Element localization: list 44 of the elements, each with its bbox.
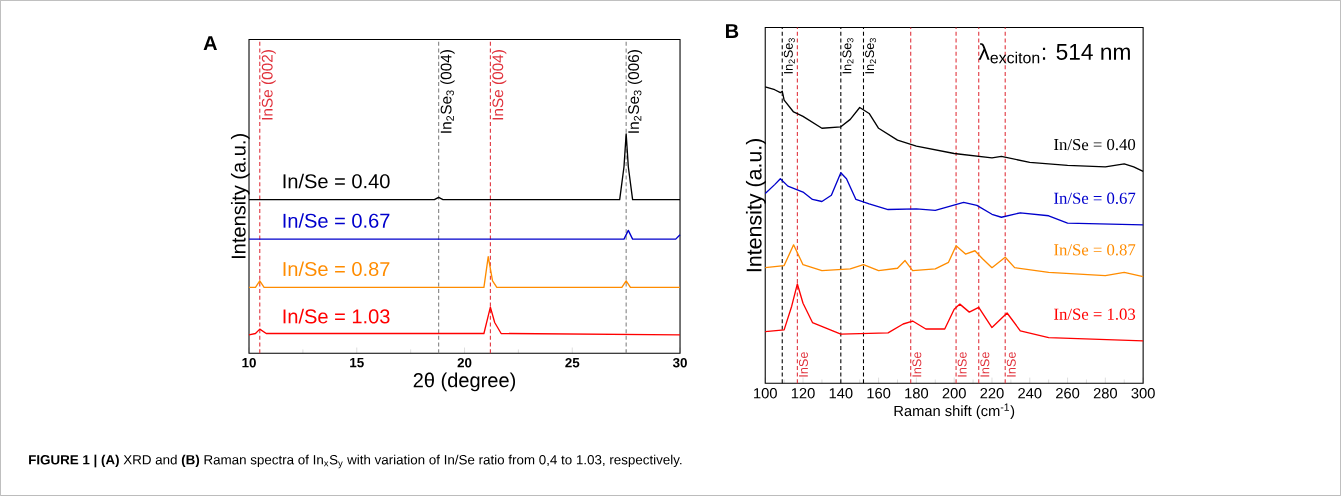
ref-line-label: In$_{2}$Se$_{3}$ — [783, 38, 795, 74]
x-axis-title: 2θ (degree) — [413, 372, 516, 392]
ref-line-label: InSe — [980, 352, 990, 377]
x-tick-label: 280 — [1093, 388, 1118, 399]
x-tick-label: 100 — [754, 388, 777, 399]
x-tick-label: 30 — [672, 357, 687, 368]
ref-line-label: InSe — [1006, 352, 1016, 377]
series-label: In/Se = 1.03 — [1054, 308, 1136, 320]
x-tick-label: 180 — [905, 388, 929, 399]
ref-line-label: In$_{2}$Se$_{3}$ (004) — [440, 50, 455, 133]
x-tick-label: 220 — [980, 388, 1004, 399]
x-tick-label: 260 — [1056, 388, 1080, 399]
x-tick-label: 25 — [565, 357, 580, 368]
text: FIGURE 1 | (A) XRD and (B) Raman spectra of In$_{x}$S$_{y}$ with variation of In/Se ratio from 0,4 to 1.03, respectively. — [29, 454, 682, 469]
ref-line-label: In$_{2}$Se$_{3}$ — [842, 38, 854, 74]
x-tick-label: 15 — [350, 357, 364, 368]
series-label: In/Se = 0.40 — [1054, 138, 1136, 151]
series-label: In/Se = 0.87 — [1054, 244, 1136, 256]
series-label: In/Se = 0.87 — [283, 261, 390, 277]
ref-line-label: InSe — [912, 352, 922, 377]
x-tick-label: 200 — [942, 388, 966, 399]
x-tick-label: 140 — [829, 388, 853, 399]
ref-line-label: InSe — [957, 352, 967, 377]
x-tick-label: 160 — [867, 388, 891, 399]
x-tick-label: 300 — [1131, 388, 1155, 399]
ref-line-label: InSe (004) — [491, 50, 507, 120]
x-tick-label: 20 — [457, 357, 472, 368]
series-label: In/Se = 0.67 — [1054, 192, 1136, 204]
ref-line-label: In$_{2}$Se$_{3}$ (006) — [627, 50, 643, 133]
x-tick-label: 10 — [242, 357, 256, 368]
ref-line-label: In$_{2}$Se$_{3}$ — [865, 38, 877, 74]
series-label: In/Se = 0.40 — [283, 173, 390, 189]
x-tick-label: 240 — [1018, 388, 1042, 399]
ref-line-label: InSe (002) — [261, 50, 276, 120]
text: λ$_{exciton}$: 514 nm — [978, 43, 1130, 64]
ref-line-label: InSe — [798, 352, 808, 377]
y-axis-title: Intensity (a.u.) — [230, 134, 250, 259]
x-axis-title: Raman shift (cm$^{-1}$) — [894, 403, 1015, 420]
series-label: In/Se = 1.03 — [283, 308, 390, 324]
chart-title: B — [725, 24, 739, 38]
series-label: In/Se = 0.67 — [283, 213, 390, 228]
x-tick-label: 120 — [791, 388, 815, 399]
y-axis-title: Intensity (a.u.) — [745, 139, 766, 272]
chart-title: A — [203, 36, 218, 50]
